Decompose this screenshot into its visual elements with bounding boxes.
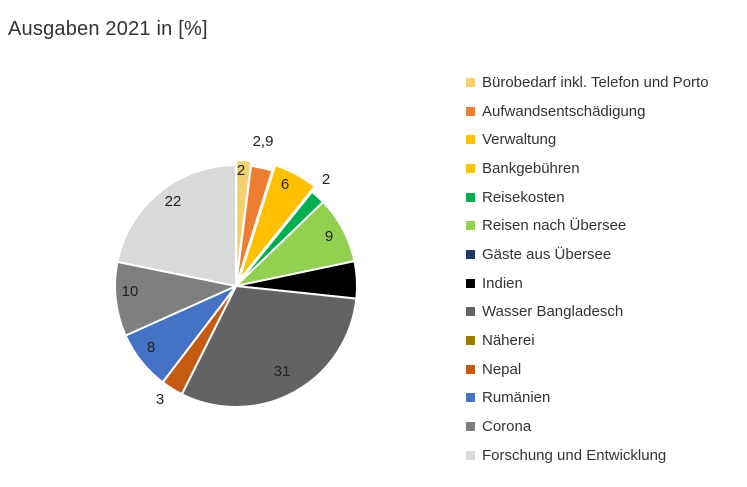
pie-slice — [116, 163, 237, 288]
legend-item: Reisen nach Übersee — [466, 211, 709, 240]
slice-data-label: 8 — [147, 339, 155, 356]
chart-legend: Bürobedarf inkl. Telefon und Porto Aufwan… — [466, 68, 709, 470]
slice-data-label: 6 — [281, 176, 289, 193]
legend-label: Bankgebühren — [482, 159, 580, 177]
legend-item: Nepal — [466, 355, 709, 384]
legend-label: Verwaltung — [482, 131, 557, 149]
legend-swatch — [466, 393, 475, 403]
legend-item: Bürobedarf inkl. Telefon und Porto — [466, 68, 709, 97]
legend-item: Rumänien — [466, 384, 709, 413]
legend-item: Bankgebühren — [466, 154, 709, 183]
pie-slice — [180, 284, 358, 408]
legend-swatch — [466, 77, 475, 87]
legend-item: Wasser Bangladesch — [466, 298, 709, 327]
legend-swatch — [466, 221, 475, 231]
legend-label: Indien — [482, 274, 523, 292]
slice-data-label: 10 — [122, 283, 139, 300]
slice-data-label: 9 — [325, 228, 333, 245]
legend-swatch — [466, 135, 475, 145]
legend-label: Aufwandsentschädigung — [482, 102, 646, 120]
legend-swatch — [466, 278, 475, 288]
legend-item: Forschung und Entwicklung — [466, 441, 709, 470]
legend-swatch — [466, 450, 475, 460]
legend-item: Gäste aus Übersee — [466, 240, 709, 269]
slice-data-label: 31 — [274, 363, 291, 380]
pie-slice — [237, 164, 317, 282]
legend-label: Näherei — [482, 332, 535, 350]
slice-data-label: 3 — [156, 391, 164, 408]
legend-label: Gäste aus Übersee — [482, 245, 612, 263]
legend-item: Verwaltung — [466, 125, 709, 154]
slice-data-label: 2,9 — [253, 133, 274, 150]
legend-swatch — [466, 336, 475, 346]
slice-data-label: 2 — [322, 171, 330, 188]
legend-label: Reisekosten — [482, 188, 565, 206]
legend-label: Nepal — [482, 360, 522, 378]
chart-title: Ausgaben 2021 in [%] — [8, 18, 208, 40]
legend-swatch — [466, 364, 475, 374]
legend-swatch — [466, 192, 475, 202]
pie-slice — [235, 164, 274, 287]
legend-label: Corona — [482, 418, 532, 436]
legend-label: Reisen nach Übersee — [482, 217, 627, 235]
legend-swatch — [466, 422, 475, 432]
legend-label: Rumänien — [482, 389, 551, 407]
legend-item: Indien — [466, 269, 709, 298]
legend-item: Reisekosten — [466, 183, 709, 212]
legend-swatch — [466, 106, 475, 116]
legend-label: Forschung und Entwicklung — [482, 446, 667, 464]
legend-swatch — [466, 307, 475, 317]
legend-item: Aufwandsentschädigung — [466, 97, 709, 126]
legend-item: Näherei — [466, 326, 709, 355]
legend-label: Wasser Bangladesch — [482, 303, 624, 321]
legend-item: Corona — [466, 412, 709, 441]
legend-swatch — [466, 249, 475, 259]
slice-data-label: 22 — [165, 193, 182, 210]
legend-label: Bürobedarf inkl. Telefon und Porto — [482, 73, 709, 91]
slice-data-label: 2 — [237, 162, 245, 179]
legend-swatch — [466, 163, 475, 173]
